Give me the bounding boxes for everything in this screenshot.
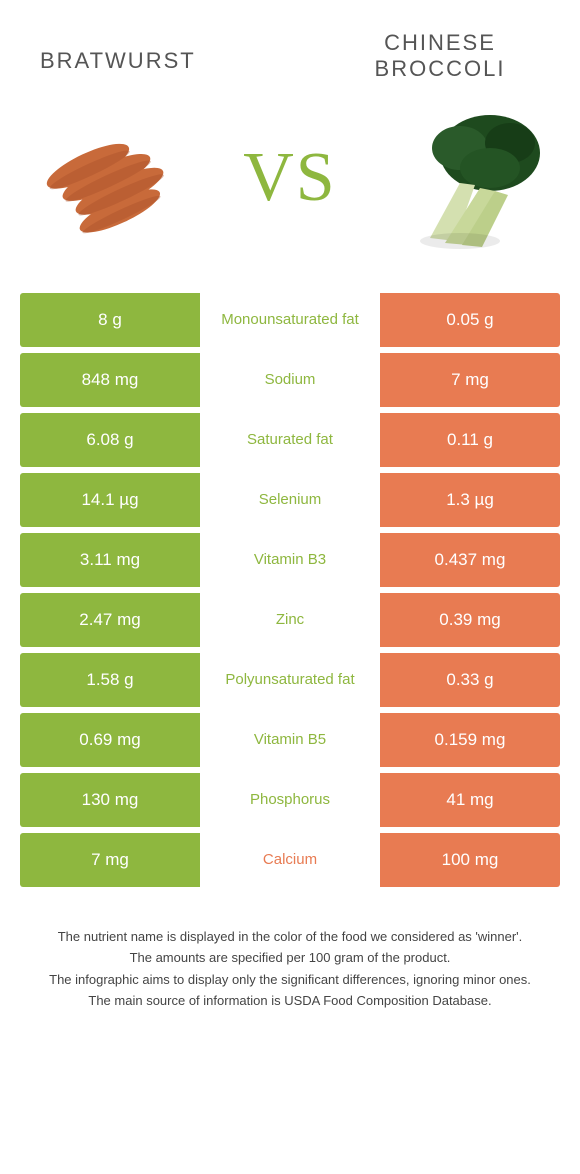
right-value: 0.39 mg — [380, 593, 560, 647]
right-value: 7 mg — [380, 353, 560, 407]
header: Bratwurst Chinese broccoli — [0, 0, 580, 93]
nutrient-row: 14.1 µgSelenium1.3 µg — [20, 473, 560, 527]
left-value: 7 mg — [20, 833, 200, 887]
food-title-right: Chinese broccoli — [340, 30, 540, 83]
right-value: 0.05 g — [380, 293, 560, 347]
nutrient-label: Sodium — [200, 353, 380, 407]
broccoli-image — [390, 103, 550, 253]
food-title-left: Bratwurst — [40, 30, 240, 74]
nutrient-label: Polyunsaturated fat — [200, 653, 380, 707]
footnote-line: The main source of information is USDA F… — [40, 991, 540, 1011]
right-value: 100 mg — [380, 833, 560, 887]
left-value: 130 mg — [20, 773, 200, 827]
footnote-line: The nutrient name is displayed in the co… — [40, 927, 540, 947]
nutrient-label: Vitamin B5 — [200, 713, 380, 767]
left-value: 8 g — [20, 293, 200, 347]
nutrient-label: Vitamin B3 — [200, 533, 380, 587]
footnote-line: The infographic aims to display only the… — [40, 970, 540, 990]
left-value: 6.08 g — [20, 413, 200, 467]
nutrient-table: 8 gMonounsaturated fat0.05 g 848 mgSodium… — [20, 293, 560, 887]
vs-label: VS — [243, 138, 336, 218]
right-value: 0.159 mg — [380, 713, 560, 767]
nutrient-row: 848 mgSodium7 mg — [20, 353, 560, 407]
left-value: 0.69 mg — [20, 713, 200, 767]
nutrient-row: 130 mgPhosphorus41 mg — [20, 773, 560, 827]
nutrient-label: Selenium — [200, 473, 380, 527]
nutrient-row: 8 gMonounsaturated fat0.05 g — [20, 293, 560, 347]
right-value: 1.3 µg — [380, 473, 560, 527]
right-value: 0.33 g — [380, 653, 560, 707]
right-value: 0.437 mg — [380, 533, 560, 587]
nutrient-row: 6.08 gSaturated fat0.11 g — [20, 413, 560, 467]
left-value: 3.11 mg — [20, 533, 200, 587]
nutrient-row: 1.58 gPolyunsaturated fat0.33 g — [20, 653, 560, 707]
bratwurst-image — [30, 103, 190, 253]
right-value: 0.11 g — [380, 413, 560, 467]
footnotes: The nutrient name is displayed in the co… — [40, 927, 540, 1011]
footnote-line: The amounts are specified per 100 gram o… — [40, 948, 540, 968]
images-row: VS — [0, 93, 580, 293]
nutrient-label: Calcium — [200, 833, 380, 887]
nutrient-label: Zinc — [200, 593, 380, 647]
nutrient-row: 0.69 mgVitamin B50.159 mg — [20, 713, 560, 767]
nutrient-row: 3.11 mgVitamin B30.437 mg — [20, 533, 560, 587]
nutrient-label: Saturated fat — [200, 413, 380, 467]
left-value: 848 mg — [20, 353, 200, 407]
nutrient-label: Monounsaturated fat — [200, 293, 380, 347]
nutrient-label: Phosphorus — [200, 773, 380, 827]
right-value: 41 mg — [380, 773, 560, 827]
left-value: 1.58 g — [20, 653, 200, 707]
nutrient-row: 7 mgCalcium100 mg — [20, 833, 560, 887]
left-value: 2.47 mg — [20, 593, 200, 647]
left-value: 14.1 µg — [20, 473, 200, 527]
nutrient-row: 2.47 mgZinc0.39 mg — [20, 593, 560, 647]
